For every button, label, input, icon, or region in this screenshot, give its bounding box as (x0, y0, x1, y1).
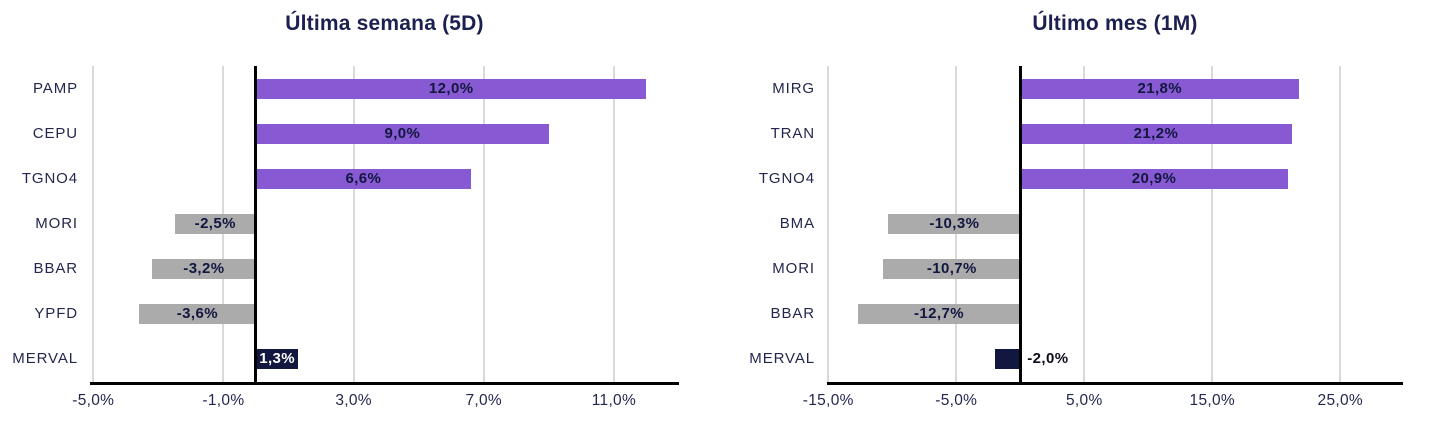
gridline (352, 66, 355, 382)
gridline (1211, 66, 1214, 382)
bar-value-label: 6,6% (345, 169, 382, 187)
x-tick-label: -1,0% (202, 392, 245, 409)
bar-value-label: -3,6% (176, 305, 218, 323)
x-tick-label: 3,0% (335, 392, 372, 409)
bar-value-label: 21,8% (1137, 79, 1183, 97)
bar-value-label: -3,2% (183, 260, 225, 278)
chart-title: Última semana (5D) (285, 12, 484, 35)
category-label-merval: MERVAL (12, 350, 78, 368)
bar-bbar (857, 304, 1021, 325)
x-tick-label: -15,0% (802, 392, 854, 409)
bar-bbar (151, 259, 256, 280)
bar-merval (255, 349, 299, 370)
x-tick-label: 15,0% (1189, 392, 1235, 409)
bar-value-label: 20,9% (1131, 169, 1177, 187)
bar-value-label: 9,0% (384, 124, 421, 142)
bar-tran (1020, 123, 1292, 144)
x-tick-label: -5,0% (72, 392, 115, 409)
gridline (827, 66, 830, 382)
category-label-cepu: CEPU (32, 124, 78, 142)
gridline (1083, 66, 1086, 382)
bar-pamp (255, 78, 647, 99)
x-axis-line (827, 382, 1403, 385)
x-axis-line (90, 382, 679, 385)
category-label-mori: MORI (35, 215, 78, 232)
bar-value-label: -10,3% (929, 215, 980, 232)
gridline (612, 66, 615, 382)
category-label-mirg: MIRG (772, 79, 815, 97)
chart-ultimo-mes-1m: Último mes (1M) 21,8% 21,2% 20,9% -10,3% -10… (719, 0, 1438, 421)
category-label-bbar: BBAR (33, 260, 78, 278)
bar-cepu (255, 123, 549, 144)
bar-merval (994, 349, 1021, 370)
bar-ypfd (138, 304, 256, 325)
category-label-mori: MORI (772, 260, 815, 278)
chart-title: Último mes (1M) (1032, 12, 1198, 35)
x-tick-label: 7,0% (465, 392, 503, 409)
category-label-bma: BMA (779, 215, 815, 232)
x-tick-label: 25,0% (1317, 392, 1363, 409)
bar-value-label: -2,5% (194, 215, 236, 232)
bar-value-label: 12,0% (428, 79, 474, 97)
plot-area: 12,0% 9,0% 6,6% -2,5% -3,2% -3,6% 1,3% (90, 66, 679, 385)
x-tick-label: 11,0% (591, 392, 637, 409)
bar-mirg (1020, 78, 1300, 99)
category-label-tgno4: TGNO4 (21, 169, 78, 187)
bar-value-label: 21,2% (1133, 124, 1179, 142)
category-label-merval: MERVAL (749, 350, 815, 368)
bar-tgno4 (1020, 168, 1288, 189)
category-label-tran: TRAN (770, 124, 815, 142)
bar-bma (888, 214, 1021, 234)
zero-axis-line (254, 66, 258, 382)
gridline (482, 66, 485, 382)
bar-mori (174, 214, 256, 234)
bar-value-label: 1,3% (259, 350, 295, 368)
category-label-tgno4: TGNO4 (758, 169, 815, 187)
bar-value-label: -2,0% (1027, 350, 1069, 368)
plot-area: 21,8% 21,2% 20,9% -10,3% -10,7% -12,7% -2,0% (827, 66, 1403, 385)
bar-value-label: -12,7% (914, 305, 964, 323)
bar-tgno4 (255, 168, 471, 189)
gridline (92, 66, 95, 382)
zero-axis-line (1018, 66, 1022, 382)
category-label-bbar: BBAR (770, 305, 815, 323)
chart-ultima-semana-5d: Última semana (5D) 12,0% 9,0% 6,6% -2,5% -3,… (12, 12, 679, 409)
bar-mori (883, 259, 1021, 280)
gridline (1339, 66, 1342, 382)
category-label-pamp: PAMP (33, 79, 78, 97)
category-label-ypfd: YPFD (34, 305, 78, 323)
bar-value-label: -10,7% (926, 260, 977, 278)
x-tick-label: -5,0% (935, 392, 978, 409)
x-tick-label: 5,0% (1066, 392, 1103, 409)
